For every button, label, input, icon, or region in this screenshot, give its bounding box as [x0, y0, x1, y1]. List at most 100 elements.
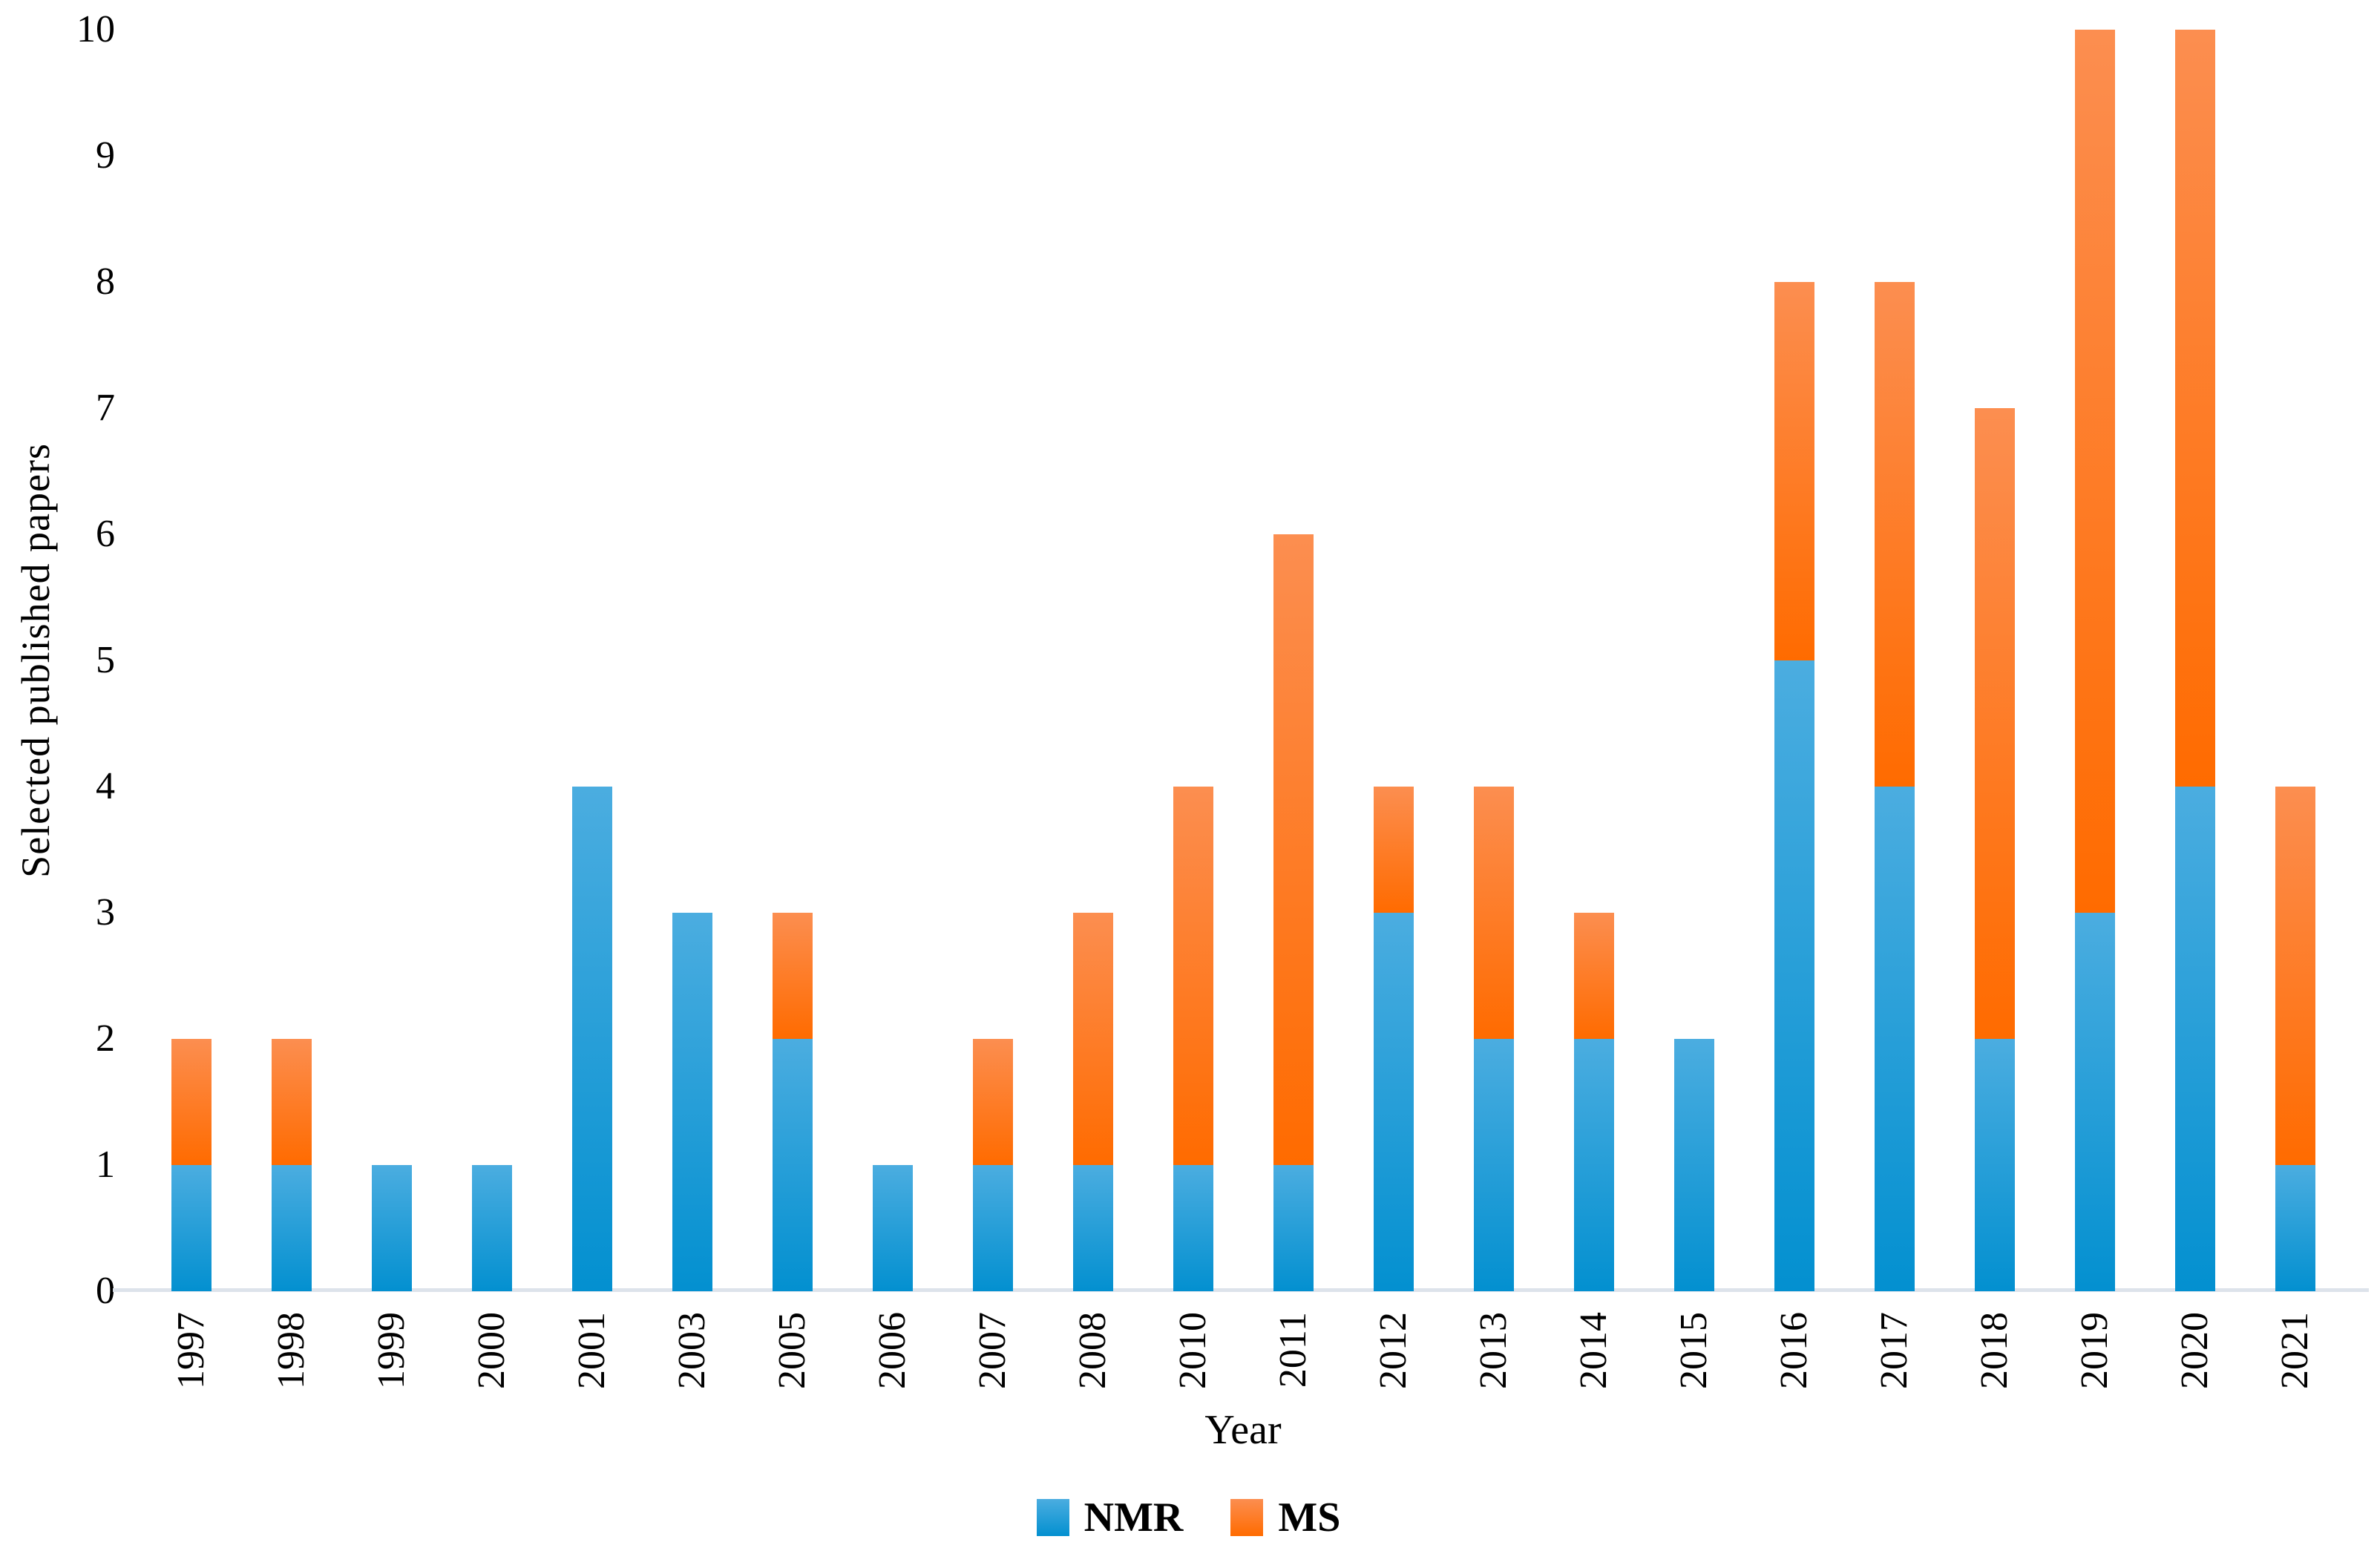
y-tick-label-1: 1: [96, 1144, 115, 1186]
x-tick-label: 2018: [1973, 1312, 2016, 1389]
bar-segment-nmr-2001: [571, 787, 612, 1291]
bar-segment-ms-2007: [972, 1039, 1013, 1165]
bar-segment-nmr-2008: [1072, 1165, 1113, 1291]
bar-2001: [542, 30, 642, 1291]
bar-2000: [442, 30, 542, 1291]
y-tick-label-4: 4: [96, 765, 115, 807]
bar-segment-ms-2011: [1273, 534, 1314, 1165]
legend-item-nmr: NMR: [1036, 1494, 1184, 1541]
bar-2003: [642, 30, 742, 1291]
legend-label-nmr: NMR: [1083, 1495, 1184, 1541]
bar-segment-nmr-2010: [1173, 1165, 1213, 1291]
bar-2007: [942, 30, 1043, 1291]
x-tick-label: 2017: [1873, 1312, 1915, 1389]
y-tick-label-10: 10: [76, 8, 115, 50]
x-tick-label: 2020: [2174, 1312, 2216, 1389]
x-tick-2007: 2007: [942, 1312, 1043, 1389]
bar-2017: [1844, 30, 1944, 1291]
x-tick-2000: 2000: [442, 1312, 542, 1389]
bar-segment-nmr-2017: [1874, 787, 1915, 1291]
bar-segment-ms-2013: [1473, 787, 1514, 1039]
bar-2020: [2145, 30, 2245, 1291]
bar-segment-nmr-2018: [1974, 1039, 2015, 1291]
x-tick-label: 2013: [1472, 1312, 1515, 1389]
plot-area: [141, 30, 2345, 1291]
x-tick-2010: 2010: [1143, 1312, 1243, 1389]
x-tick-label: 2003: [671, 1312, 713, 1389]
bar-segment-nmr-2020: [2174, 787, 2215, 1291]
x-tick-label: 2019: [2073, 1312, 2116, 1389]
bar-1999: [341, 30, 442, 1291]
x-tick-2008: 2008: [1043, 1312, 1143, 1389]
x-tick-2014: 2014: [1544, 1312, 1644, 1389]
bar-2016: [1744, 30, 1844, 1291]
x-axis-title: Year: [1204, 1407, 1282, 1453]
bar-segment-nmr-1998: [271, 1165, 312, 1291]
x-tick-2001: 2001: [542, 1312, 642, 1389]
x-tick-label: 2021: [2274, 1312, 2316, 1389]
x-tick-2005: 2005: [742, 1312, 842, 1389]
bar-segment-ms-2005: [772, 913, 813, 1039]
bar-segment-ms-2012: [1373, 787, 1414, 913]
x-tick-1999: 1999: [341, 1312, 442, 1389]
bar-segment-ms-2008: [1072, 913, 1113, 1165]
bar-segment-ms-2016: [1774, 282, 1814, 660]
x-tick-2011: 2011: [1243, 1312, 1343, 1389]
x-tick-2017: 2017: [1844, 1312, 1944, 1389]
legend-item-ms: MS: [1230, 1494, 1340, 1541]
bar-2006: [842, 30, 942, 1291]
bar-segment-ms-2018: [1974, 408, 2015, 1039]
x-tick-2016: 2016: [1744, 1312, 1844, 1389]
bar-segment-ms-2021: [2275, 787, 2315, 1165]
bar-2010: [1143, 30, 1243, 1291]
x-tick-2006: 2006: [842, 1312, 942, 1389]
x-tick-2013: 2013: [1443, 1312, 1544, 1389]
bar-segment-nmr-2014: [1573, 1039, 1614, 1291]
x-tick-label: 2015: [1673, 1312, 1715, 1389]
x-tick-label: 1999: [370, 1312, 413, 1389]
y-tick-label-6: 6: [96, 513, 115, 555]
x-tick-label: 1998: [270, 1312, 312, 1389]
bar-2013: [1443, 30, 1544, 1291]
x-axis-labels: 1997 1998 1999 2000 2001 2003 2005 2006 2007 2008…: [141, 1312, 2345, 1389]
bar-2008: [1043, 30, 1143, 1291]
bar-2012: [1343, 30, 1443, 1291]
bar-segment-nmr-2016: [1774, 660, 1814, 1291]
y-tick-label-9: 9: [96, 134, 115, 177]
x-tick-1998: 1998: [241, 1312, 341, 1389]
x-tick-2015: 2015: [1644, 1312, 1744, 1389]
bar-segment-nmr-1999: [371, 1165, 412, 1291]
bar-segment-ms-2014: [1573, 913, 1614, 1039]
x-tick-2019: 2019: [2045, 1312, 2145, 1389]
bar-segment-nmr-2012: [1373, 913, 1414, 1291]
bar-segment-ms-1997: [171, 1039, 212, 1165]
bar-2011: [1243, 30, 1343, 1291]
bar-segment-nmr-2005: [772, 1039, 813, 1291]
bar-2015: [1644, 30, 1744, 1291]
bar-segment-nmr-2021: [2275, 1165, 2315, 1291]
bar-segment-ms-1998: [271, 1039, 312, 1165]
y-tick-label-0: 0: [96, 1270, 115, 1312]
bar-2005: [742, 30, 842, 1291]
x-tick-2021: 2021: [2245, 1312, 2345, 1389]
x-tick-2018: 2018: [1944, 1312, 2045, 1389]
chart-legend: NMR MS: [0, 1488, 2377, 1547]
x-tick-label: 2007: [971, 1312, 1014, 1389]
x-tick-label: 2001: [571, 1312, 613, 1389]
bar-segment-ms-2019: [2074, 30, 2115, 913]
x-tick-label: 2006: [871, 1312, 914, 1389]
legend-swatch-nmr: [1036, 1499, 1069, 1536]
legend-label-ms: MS: [1278, 1495, 1341, 1541]
bar-segment-nmr-2007: [972, 1165, 1013, 1291]
bar-2021: [2245, 30, 2345, 1291]
bar-2018: [1944, 30, 2045, 1291]
y-tick-label-7: 7: [96, 387, 115, 429]
y-tick-label-8: 8: [96, 260, 115, 303]
y-tick-label-5: 5: [96, 639, 115, 681]
x-tick-label: 2005: [771, 1312, 813, 1389]
x-tick-label: 1997: [170, 1312, 212, 1389]
bar-2019: [2045, 30, 2145, 1291]
bar-segment-nmr-2013: [1473, 1039, 1514, 1291]
x-axis-line: [113, 1288, 2369, 1292]
